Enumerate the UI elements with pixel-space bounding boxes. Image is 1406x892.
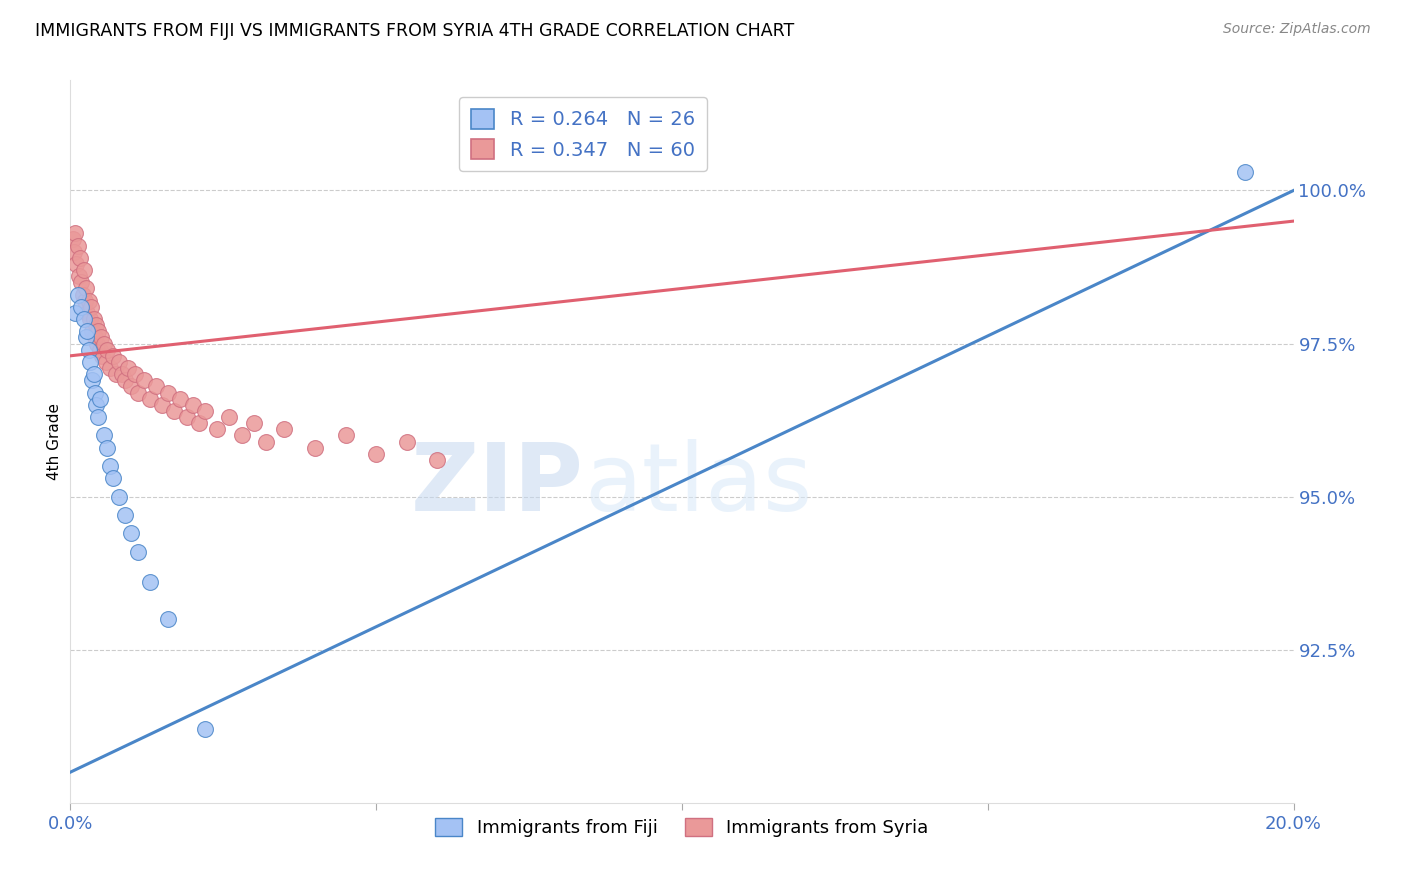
Point xyxy=(83,367,105,381)
Point xyxy=(218,410,240,425)
Point xyxy=(83,330,105,344)
Point xyxy=(73,293,96,308)
Point xyxy=(66,287,89,301)
Point xyxy=(169,392,191,406)
Point xyxy=(79,355,101,369)
Point xyxy=(205,422,228,436)
Point xyxy=(163,404,186,418)
Point xyxy=(72,287,94,301)
Point xyxy=(70,276,93,290)
Point xyxy=(93,428,115,442)
Point xyxy=(76,306,98,320)
Point xyxy=(127,385,149,400)
Point xyxy=(105,367,128,381)
Point xyxy=(73,312,96,326)
Point xyxy=(83,385,105,400)
Point xyxy=(94,355,117,369)
Point xyxy=(366,447,388,461)
Point xyxy=(114,373,136,387)
Point xyxy=(84,318,107,333)
Point xyxy=(89,343,111,357)
Point xyxy=(1233,165,1256,179)
Point xyxy=(90,330,112,344)
Point xyxy=(86,336,108,351)
Point xyxy=(117,361,139,376)
Text: IMMIGRANTS FROM FIJI VS IMMIGRANTS FROM SYRIA 4TH GRADE CORRELATION CHART: IMMIGRANTS FROM FIJI VS IMMIGRANTS FROM … xyxy=(35,22,794,40)
Point xyxy=(101,471,124,485)
Point xyxy=(62,232,84,246)
Point xyxy=(73,263,96,277)
Point xyxy=(63,227,86,241)
Point xyxy=(194,404,217,418)
Point xyxy=(176,410,198,425)
Point xyxy=(426,453,449,467)
Point xyxy=(114,508,136,522)
Point xyxy=(231,428,253,442)
Point xyxy=(80,300,103,314)
Point xyxy=(96,441,118,455)
Point xyxy=(150,398,173,412)
Point xyxy=(70,300,93,314)
Point xyxy=(139,392,162,406)
Point xyxy=(87,324,110,338)
Point xyxy=(139,575,162,590)
Point xyxy=(75,330,97,344)
Point xyxy=(87,410,110,425)
Point xyxy=(304,441,326,455)
Point xyxy=(80,373,103,387)
Point xyxy=(79,312,101,326)
Point xyxy=(181,398,204,412)
Point xyxy=(187,416,209,430)
Point xyxy=(98,458,121,473)
Point xyxy=(63,244,86,259)
Point xyxy=(254,434,277,449)
Point xyxy=(124,367,146,381)
Point xyxy=(111,367,134,381)
Point xyxy=(121,526,143,541)
Point xyxy=(77,343,100,357)
Point xyxy=(121,379,143,393)
Point xyxy=(145,379,167,393)
Point xyxy=(65,257,87,271)
Point xyxy=(69,251,91,265)
Point xyxy=(395,434,418,449)
Point xyxy=(76,324,98,338)
Point xyxy=(63,306,86,320)
Point xyxy=(194,723,217,737)
Point xyxy=(157,385,180,400)
Point xyxy=(84,398,107,412)
Point xyxy=(273,422,295,436)
Point xyxy=(132,373,155,387)
Point xyxy=(82,324,104,338)
Point xyxy=(89,392,111,406)
Text: ZIP: ZIP xyxy=(411,439,583,531)
Legend: Immigrants from Fiji, Immigrants from Syria: Immigrants from Fiji, Immigrants from Sy… xyxy=(427,811,936,845)
Point xyxy=(93,336,115,351)
Point xyxy=(75,281,97,295)
Y-axis label: 4th Grade: 4th Grade xyxy=(46,403,62,480)
Point xyxy=(91,349,114,363)
Point xyxy=(157,612,180,626)
Point xyxy=(243,416,266,430)
Point xyxy=(127,545,149,559)
Point xyxy=(108,355,131,369)
Point xyxy=(96,343,118,357)
Point xyxy=(108,490,131,504)
Point xyxy=(335,428,357,442)
Point xyxy=(101,349,124,363)
Point xyxy=(66,238,89,252)
Point xyxy=(98,361,121,376)
Text: Source: ZipAtlas.com: Source: ZipAtlas.com xyxy=(1223,22,1371,37)
Text: atlas: atlas xyxy=(583,439,813,531)
Point xyxy=(67,269,90,284)
Point xyxy=(77,293,100,308)
Point xyxy=(83,312,105,326)
